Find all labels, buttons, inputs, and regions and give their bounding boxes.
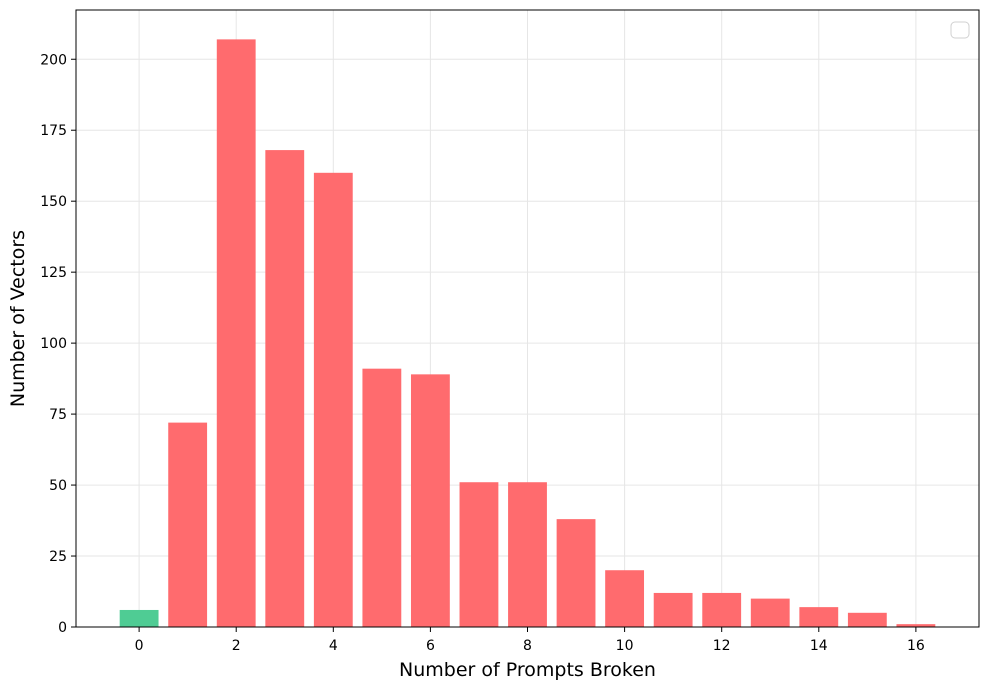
x-tick-label: 12 [713,638,731,654]
bar [410,374,450,627]
bar [168,422,208,627]
bar [362,368,402,627]
x-tick-label: 6 [426,638,435,654]
y-tick-label: 150 [40,194,67,210]
x-tick-label: 8 [523,638,532,654]
legend-box [950,21,970,39]
bar [119,609,159,627]
bar [847,612,887,627]
bar [799,607,839,627]
y-tick-label: 100 [40,336,67,352]
y-tick-label: 75 [49,407,67,423]
bar [265,150,305,627]
bar [216,39,256,627]
bars [119,39,936,627]
x-tick-label: 16 [907,638,925,654]
x-tick-label: 10 [616,638,634,654]
y-axis-title: Number of Vectors [7,230,29,407]
y-tick-label: 125 [40,265,67,281]
y-tick-label: 50 [49,478,67,494]
x-tick-label: 14 [810,638,828,654]
x-axis-ticks: 0 2 4 6 8 10 12 14 16 [135,627,925,654]
bar [605,570,645,627]
x-tick-label: 0 [135,638,144,654]
bar [653,592,693,627]
y-tick-label: 175 [40,123,67,139]
y-tick-label: 0 [58,620,67,636]
y-tick-label: 200 [40,52,67,68]
bar [556,519,596,627]
x-tick-label: 4 [329,638,338,654]
x-tick-label: 2 [232,638,241,654]
bar [896,624,936,627]
bar [459,482,499,627]
bar [313,172,353,627]
y-tick-label: 25 [49,549,67,565]
x-axis-title: Number of Prompts Broken [399,659,656,681]
bar [750,598,790,627]
bar [702,592,742,627]
bar [508,482,547,627]
y-axis-ticks: 0 25 50 75 100 125 150 175 200 [40,52,76,636]
